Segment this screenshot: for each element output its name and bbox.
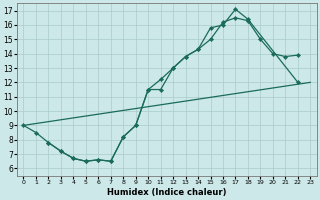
X-axis label: Humidex (Indice chaleur): Humidex (Indice chaleur) [107, 188, 227, 197]
